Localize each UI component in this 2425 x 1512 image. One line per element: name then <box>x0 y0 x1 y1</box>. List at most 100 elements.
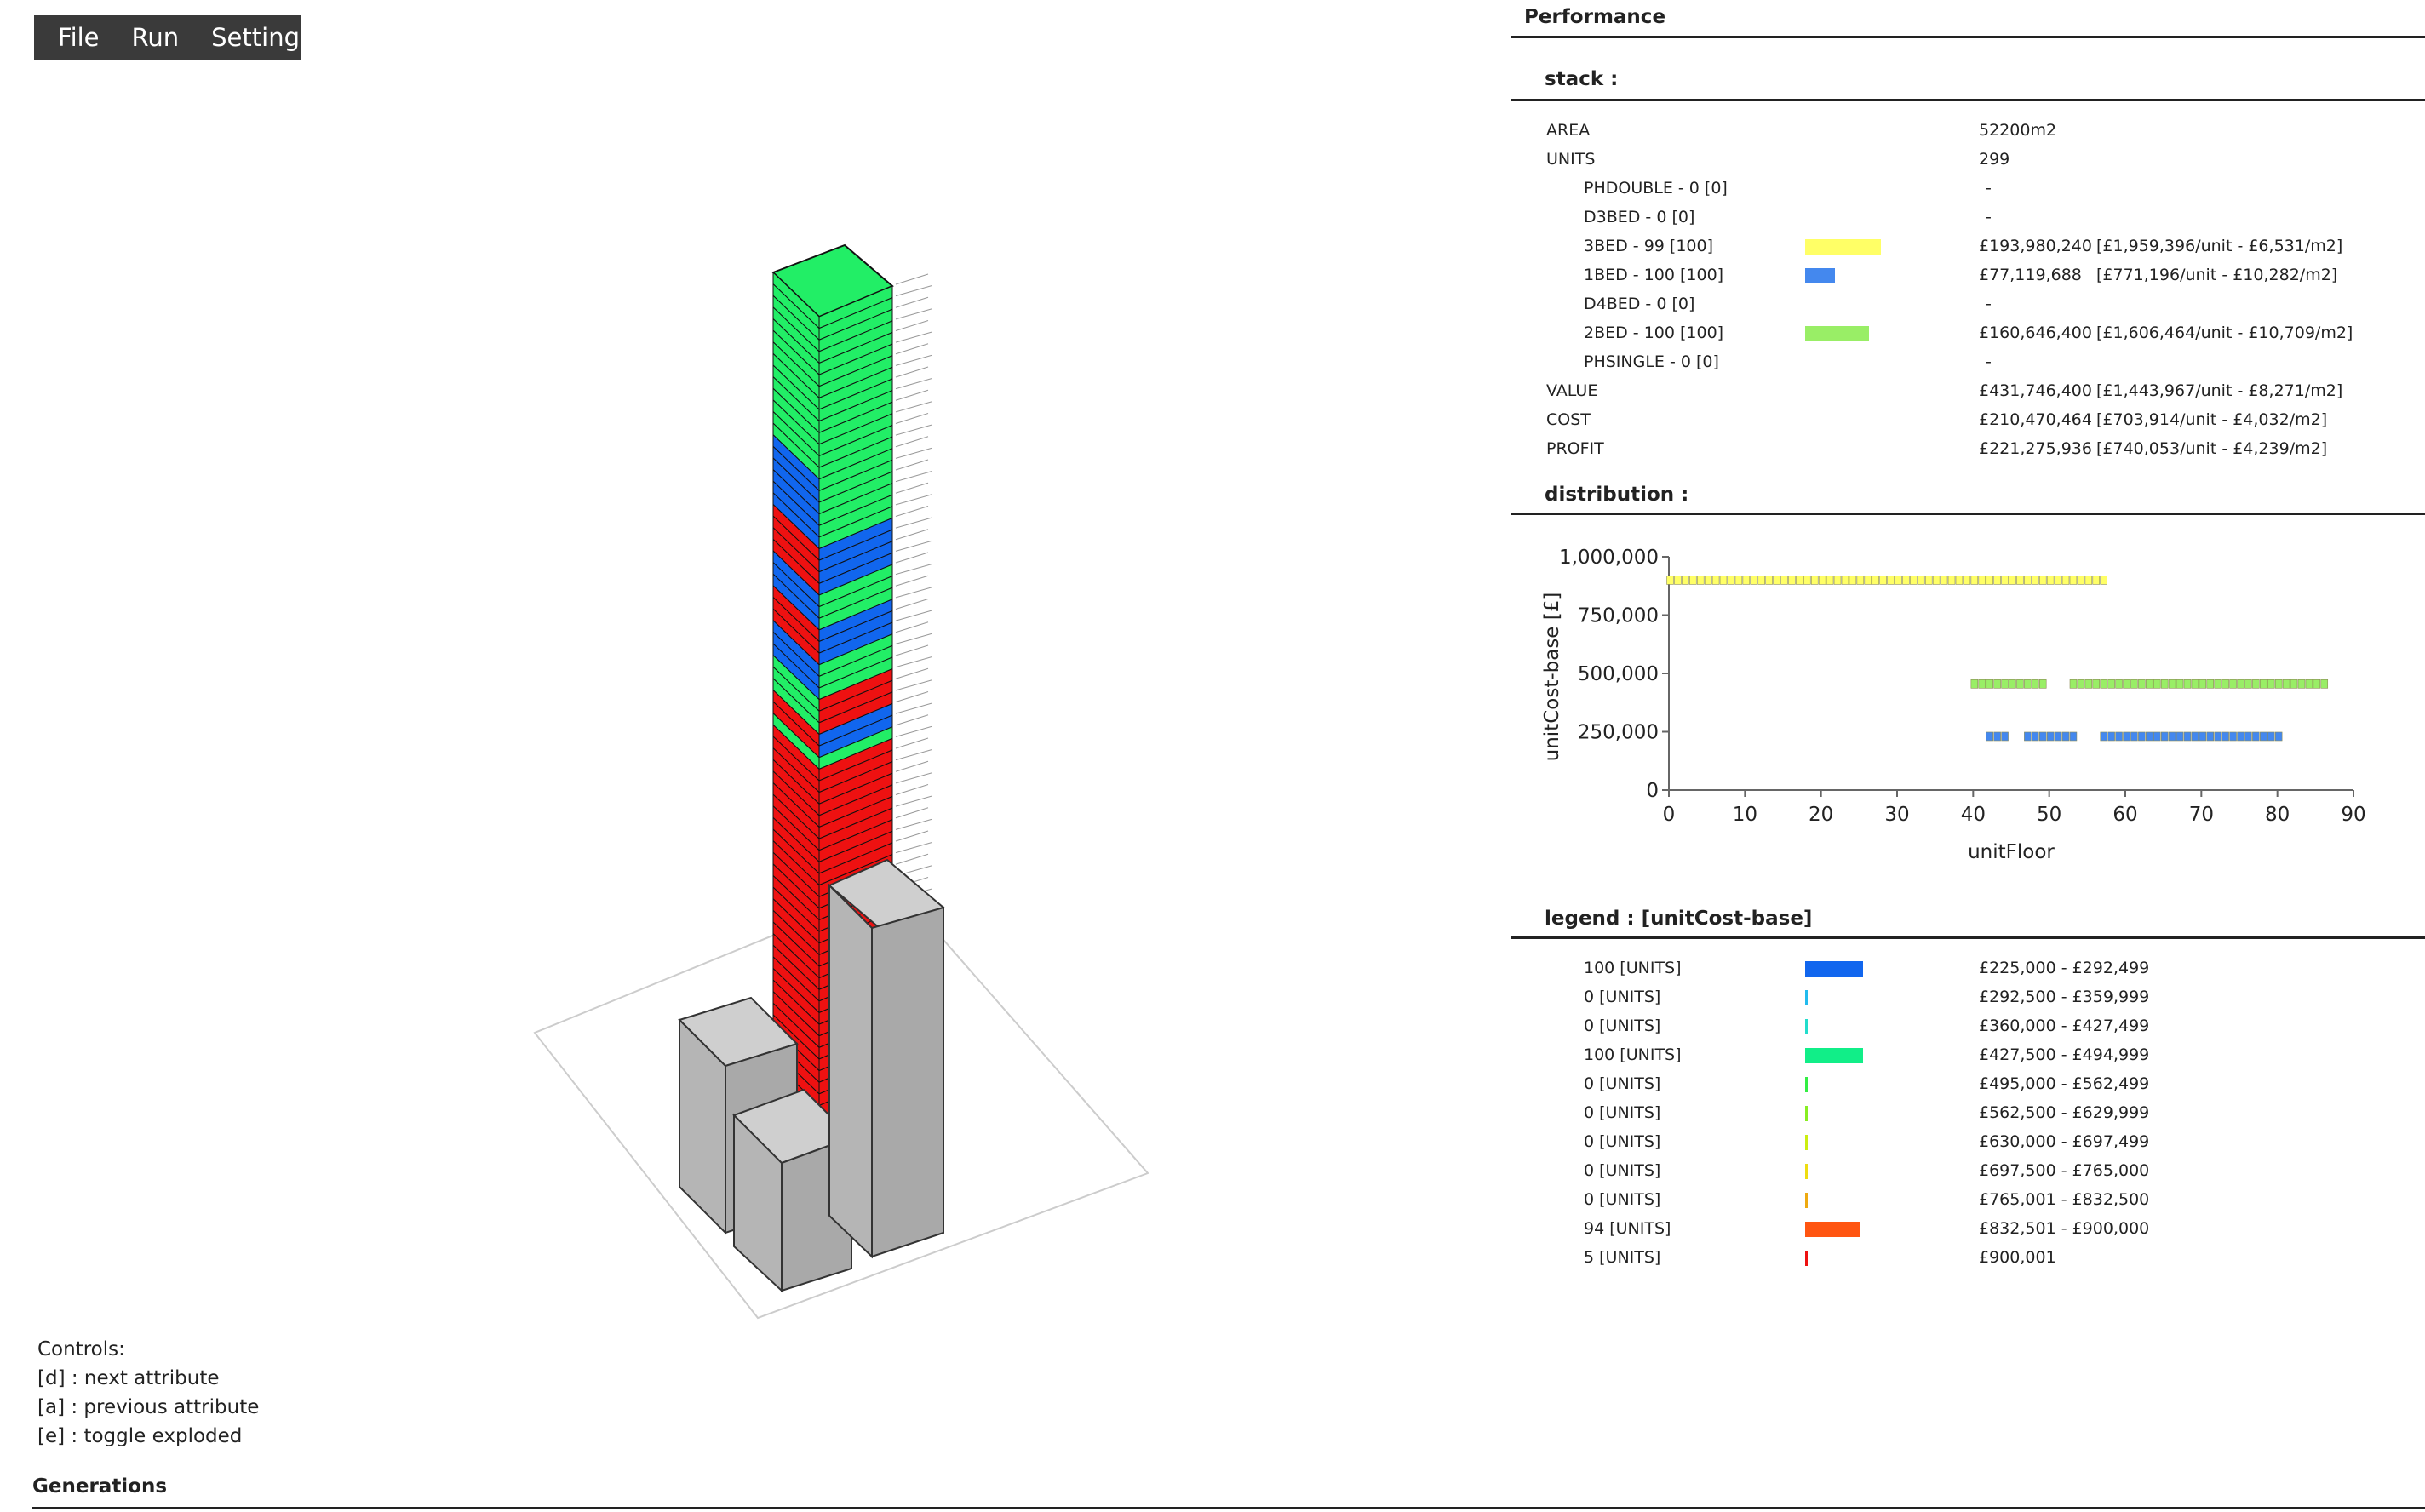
distribution-chart: 0 10 20 30 40 50 60 70 80 90 0 250,000 500,000 750,00… <box>1541 547 2366 863</box>
3d-viewport[interactable] <box>0 68 1490 1320</box>
data-point <box>2237 679 2244 689</box>
x-tick-label: 0 <box>1663 804 1676 826</box>
data-point <box>2168 679 2176 689</box>
data-point <box>2130 679 2138 689</box>
data-point <box>1833 576 1842 585</box>
floor-label-mark <box>895 667 929 679</box>
legend-row-range: £225,000 - £292,499 <box>1979 959 2150 977</box>
stack-row-bar <box>1805 326 1869 341</box>
data-point <box>2092 679 2101 689</box>
stack-row-detail: [£1,959,396/unit - £6,531/m2] <box>2096 237 2343 255</box>
data-point <box>2297 679 2306 689</box>
legend-row-count: 100 [UNITS] <box>1584 959 1682 977</box>
data-point <box>1986 679 1993 689</box>
menu-settings[interactable]: Settings <box>211 23 313 52</box>
menu-file[interactable]: File <box>58 23 100 52</box>
data-point <box>1947 576 1956 585</box>
legend-row: 0 [UNITS] £765,001 - £832,500 <box>1511 1185 2425 1214</box>
floor-label-mark <box>895 784 929 795</box>
data-point <box>2160 679 2169 689</box>
floor-label-mark <box>895 413 929 424</box>
data-point <box>1955 576 1964 585</box>
y-tick-label: 250,000 <box>1578 722 1659 744</box>
floor-label-mark <box>895 273 929 285</box>
data-point <box>1932 576 1941 585</box>
legend-row: 0 [UNITS] £292,500 - £359,999 <box>1511 982 2425 1011</box>
floor-label-mark <box>895 656 932 668</box>
data-point <box>2199 679 2207 689</box>
x-tick-label: 60 <box>2113 804 2137 826</box>
y-axis-label: unitCost-base [£] <box>1541 593 1563 762</box>
data-point <box>1666 576 1674 585</box>
data-point <box>2115 731 2123 742</box>
floor-label-mark <box>895 621 929 633</box>
floor-label-mark <box>895 842 932 854</box>
data-point <box>1818 576 1826 585</box>
stack-row: 2BED - 100 [100] £160,646,400 [£1,606,464/… <box>1511 318 2425 347</box>
floor-label-mark <box>895 540 932 552</box>
floor-label-mark <box>895 447 932 459</box>
generations-divider <box>32 1507 2425 1509</box>
floor-label-mark <box>895 702 932 714</box>
data-point <box>2024 679 2032 689</box>
stack-row: PROFIT £221,275,936 [£740,053/unit - £4,23… <box>1511 434 2425 463</box>
stack-row: VALUE £431,746,400 [£1,443,967/unit - £8,2… <box>1511 376 2425 405</box>
legend-swatch <box>1805 1193 1808 1208</box>
data-point <box>1826 576 1834 585</box>
stack-row-value: £431,746,400 <box>1979 381 2092 400</box>
stack-row-detail: [£703,914/unit - £4,032/m2] <box>2096 410 2328 429</box>
data-point <box>2206 731 2215 742</box>
data-point <box>2274 731 2283 742</box>
legend-swatch <box>1805 1048 1863 1063</box>
stack-row-label: UNITS <box>1546 150 1596 169</box>
floor-label-mark <box>895 389 929 401</box>
data-point <box>2138 679 2146 689</box>
legend-row: 0 [UNITS] £360,000 - £427,499 <box>1511 1011 2425 1040</box>
x-tick-label: 30 <box>1884 804 1909 826</box>
data-point <box>2092 576 2101 585</box>
data-point <box>1856 576 1865 585</box>
data-point <box>2313 679 2321 689</box>
legend-row: 0 [UNITS] £495,000 - £562,499 <box>1511 1069 2425 1098</box>
legend-row: 100 [UNITS] £427,500 - £494,999 <box>1511 1040 2425 1069</box>
data-point <box>2001 576 2009 585</box>
data-point <box>2046 576 2055 585</box>
data-point <box>2032 731 2039 742</box>
data-point <box>1841 576 1849 585</box>
data-point <box>1864 576 1872 585</box>
menu-run[interactable]: Run <box>131 23 180 52</box>
stack-row-value: £193,980,240 <box>1979 237 2092 255</box>
stack-row-label: D4BED - 0 [0] <box>1584 295 1695 313</box>
x-tick-label: 20 <box>1809 804 1833 826</box>
floor-label-mark <box>895 285 932 297</box>
legend-swatch <box>1805 1222 1860 1237</box>
floor-label-mark <box>895 506 929 517</box>
data-point <box>1734 576 1743 585</box>
stack-row-value: £221,275,936 <box>1979 439 2092 458</box>
data-point <box>2214 679 2221 689</box>
stack-row: 1BED - 100 [100] £77,119,688 [£771,196/uni… <box>1511 261 2425 289</box>
legend-swatch <box>1805 961 1863 976</box>
data-point <box>2153 731 2161 742</box>
legend-row-range: £900,001 <box>1979 1248 2056 1267</box>
data-point <box>2221 731 2229 742</box>
data-point <box>2009 576 2016 585</box>
data-point <box>2237 731 2244 742</box>
legend-row-range: £427,500 - £494,999 <box>1979 1045 2150 1064</box>
data-point <box>2024 731 2032 742</box>
legend-row: 94 [UNITS] £832,501 - £900,000 <box>1511 1214 2425 1243</box>
data-point <box>1910 576 1918 585</box>
stack-row-detail: [£771,196/unit - £10,282/m2] <box>2096 266 2338 284</box>
legend-row-count: 0 [UNITS] <box>1584 1132 1661 1151</box>
menu-bar: File Run Settings <box>34 15 312 60</box>
floor-label-mark <box>895 378 932 390</box>
legend-row-count: 94 [UNITS] <box>1584 1219 1671 1238</box>
floor-label-mark <box>895 564 932 576</box>
data-point <box>2244 731 2252 742</box>
legend-swatch <box>1805 1077 1808 1092</box>
legend-row-count: 0 [UNITS] <box>1584 988 1661 1006</box>
legend-row: 5 [UNITS] £900,001 <box>1511 1243 2425 1272</box>
legend-swatch <box>1805 990 1808 1005</box>
floor-label-mark <box>895 830 929 842</box>
data-point <box>2038 679 2047 689</box>
